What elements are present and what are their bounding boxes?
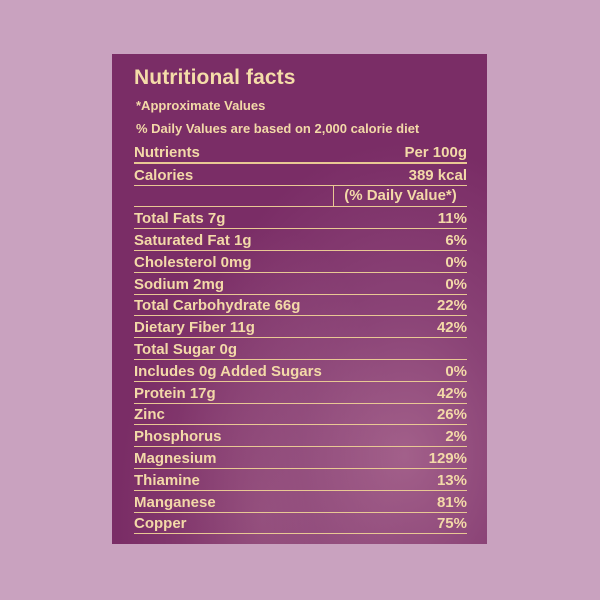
nutrient-label: Thiamine: [134, 471, 200, 489]
nutrition-facts-panel: Nutritional facts *Approximate Values % …: [112, 54, 487, 544]
nutrient-label: Phosphorus: [134, 428, 222, 446]
table-row: Includes 0g Added Sugars 0%: [134, 360, 467, 382]
nutrient-daily-value: 129%: [428, 449, 467, 467]
nutrient-label: Saturated Fat 1g: [134, 231, 252, 249]
table-header-row: Nutrients Per 100g: [134, 142, 467, 164]
nutrient-daily-value: 81%: [436, 493, 467, 511]
table-row: Manganese 81%: [134, 491, 467, 513]
per-100g-header: Per 100g: [404, 143, 467, 161]
nutrient-daily-value: 6%: [445, 231, 467, 249]
table-row: Thiamine 13%: [134, 469, 467, 491]
daily-value-header: (% Daily Value*): [333, 185, 467, 207]
nutrient-label: Copper: [134, 515, 187, 533]
daily-values-note: % Daily Values are based on 2,000 calori…: [136, 121, 420, 136]
calories-label: Calories: [134, 166, 194, 184]
table-row: Protein 17g 42%: [134, 382, 467, 404]
nutrition-table: Nutrients Per 100g Calories 389 kcal (% …: [134, 142, 467, 535]
daily-value-header-row: (% Daily Value*): [134, 185, 467, 208]
panel-title: Nutritional facts: [134, 66, 296, 89]
nutrient-label: Sodium 2mg: [134, 275, 225, 293]
nutrient-label: Includes 0g Added Sugars: [134, 362, 322, 380]
calories-value: 389 kcal: [408, 166, 467, 184]
calories-row: Calories 389 kcal: [134, 164, 467, 186]
approximate-values-note: *Approximate Values: [136, 98, 266, 113]
nutrient-daily-value: 0%: [445, 275, 467, 293]
nutrient-daily-value: 22%: [436, 297, 467, 315]
nutrient-rows: Total Fats 7g 11% Saturated Fat 1g 6% Choles…: [134, 207, 467, 535]
nutrients-header: Nutrients: [134, 143, 200, 161]
nutrient-label: Total Carbohydrate 66g: [134, 297, 301, 315]
nutrient-label: Manganese: [134, 493, 216, 511]
nutrient-label: Total Fats 7g: [134, 210, 226, 228]
table-row: Total Carbohydrate 66g 22%: [134, 295, 467, 317]
nutrient-daily-value: 13%: [436, 471, 467, 489]
table-row: Cholesterol 0mg 0%: [134, 251, 467, 273]
table-row: Copper 75%: [134, 513, 467, 535]
nutrient-daily-value: 42%: [436, 384, 467, 402]
table-row: Dietary Fiber 11g 42%: [134, 316, 467, 339]
nutrient-daily-value: 75%: [436, 515, 467, 533]
table-row: Sodium 2mg 0%: [134, 273, 467, 295]
table-row: Magnesium 129%: [134, 447, 467, 469]
table-row: Total Fats 7g 11%: [134, 207, 467, 230]
nutrient-daily-value: 11%: [437, 210, 467, 228]
nutrient-daily-value: 26%: [436, 406, 467, 424]
nutrient-daily-value: 0%: [445, 253, 467, 271]
nutrient-label: Magnesium: [134, 449, 217, 467]
nutrient-daily-value: 2%: [445, 428, 467, 446]
nutrient-daily-value: 42%: [436, 319, 467, 337]
table-row: Total Sugar 0g: [134, 338, 467, 360]
nutrient-label: Zinc: [134, 406, 165, 424]
nutrient-label: Total Sugar 0g: [134, 340, 238, 358]
nutrient-label: Dietary Fiber 11g: [134, 319, 255, 337]
table-row: Saturated Fat 1g 6%: [134, 229, 467, 251]
nutrient-daily-value: 0%: [445, 362, 467, 380]
table-row: Phosphorus 2%: [134, 425, 467, 448]
table-row: Zinc 26%: [134, 404, 467, 426]
nutrient-label: Protein 17g: [134, 384, 216, 402]
nutrient-label: Cholesterol 0mg: [134, 253, 252, 271]
